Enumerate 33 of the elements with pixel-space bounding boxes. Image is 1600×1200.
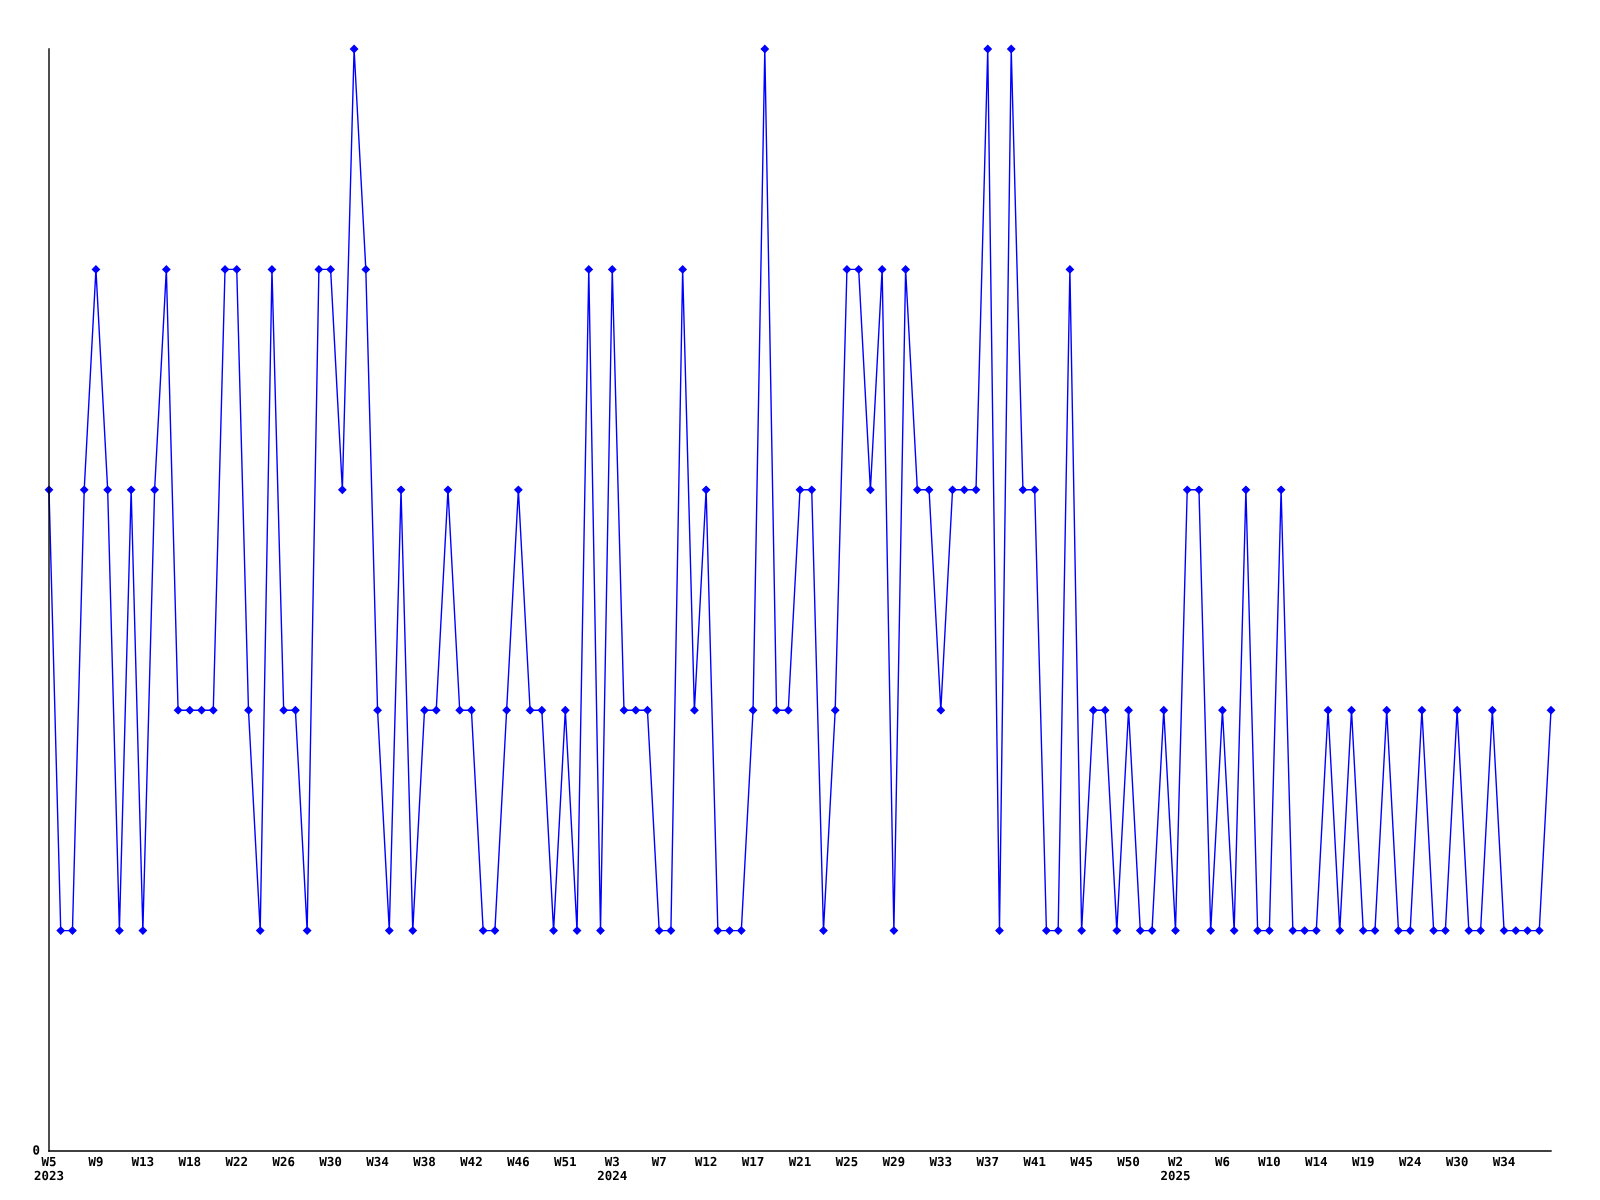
x-tick-label: W19 <box>1351 1156 1374 1167</box>
x-tick-label: W21 <box>788 1156 811 1167</box>
x-tick-label: W34 <box>1492 1156 1515 1167</box>
text: 0 <box>33 1145 40 1155</box>
x-tick-label: W29 <box>882 1156 905 1167</box>
x-tick-label: W51 <box>554 1156 576 1167</box>
x-tick-label: W50 <box>1117 1156 1140 1167</box>
x-tick-label: W26 <box>272 1156 295 1167</box>
x-tick-label: W12 <box>694 1156 717 1167</box>
x-tick-label: W30 <box>319 1156 342 1167</box>
x-tick-label: W14 <box>1305 1156 1328 1167</box>
x-tick-label: W25 <box>835 1156 858 1167</box>
x-tick-label: W9 <box>88 1156 103 1167</box>
x-tick-label: W2 2025 <box>1161 1156 1190 1181</box>
x-tick-label: W6 <box>1214 1156 1230 1167</box>
x-tick-label: W33 <box>929 1156 952 1167</box>
x-tick-label: W18 <box>178 1156 201 1167</box>
x-tick-label: W3 2024 <box>597 1156 627 1181</box>
x-tick-label: W5 2023 <box>34 1156 64 1181</box>
x-tick-label: W37 <box>976 1156 999 1167</box>
x-tick-label: W42 <box>460 1156 482 1167</box>
x-tick-label: W10 <box>1258 1156 1280 1167</box>
x-tick-label: W46 <box>507 1156 529 1167</box>
x-tick-label: W17 <box>741 1156 764 1167</box>
x-tick-label: W45 <box>1070 1156 1093 1167</box>
x-tick-label: W38 <box>413 1156 435 1167</box>
x-tick-label: W22 <box>225 1156 247 1167</box>
x-tick-label: W13 <box>131 1156 154 1167</box>
x-tick-label: W30 <box>1445 1156 1468 1167</box>
x-tick-label: W41 <box>1023 1156 1046 1167</box>
x-tick-label: W34 <box>366 1156 389 1167</box>
x-tick-label: W7 <box>651 1156 666 1167</box>
x-tick-label: W24 <box>1398 1156 1421 1167</box>
